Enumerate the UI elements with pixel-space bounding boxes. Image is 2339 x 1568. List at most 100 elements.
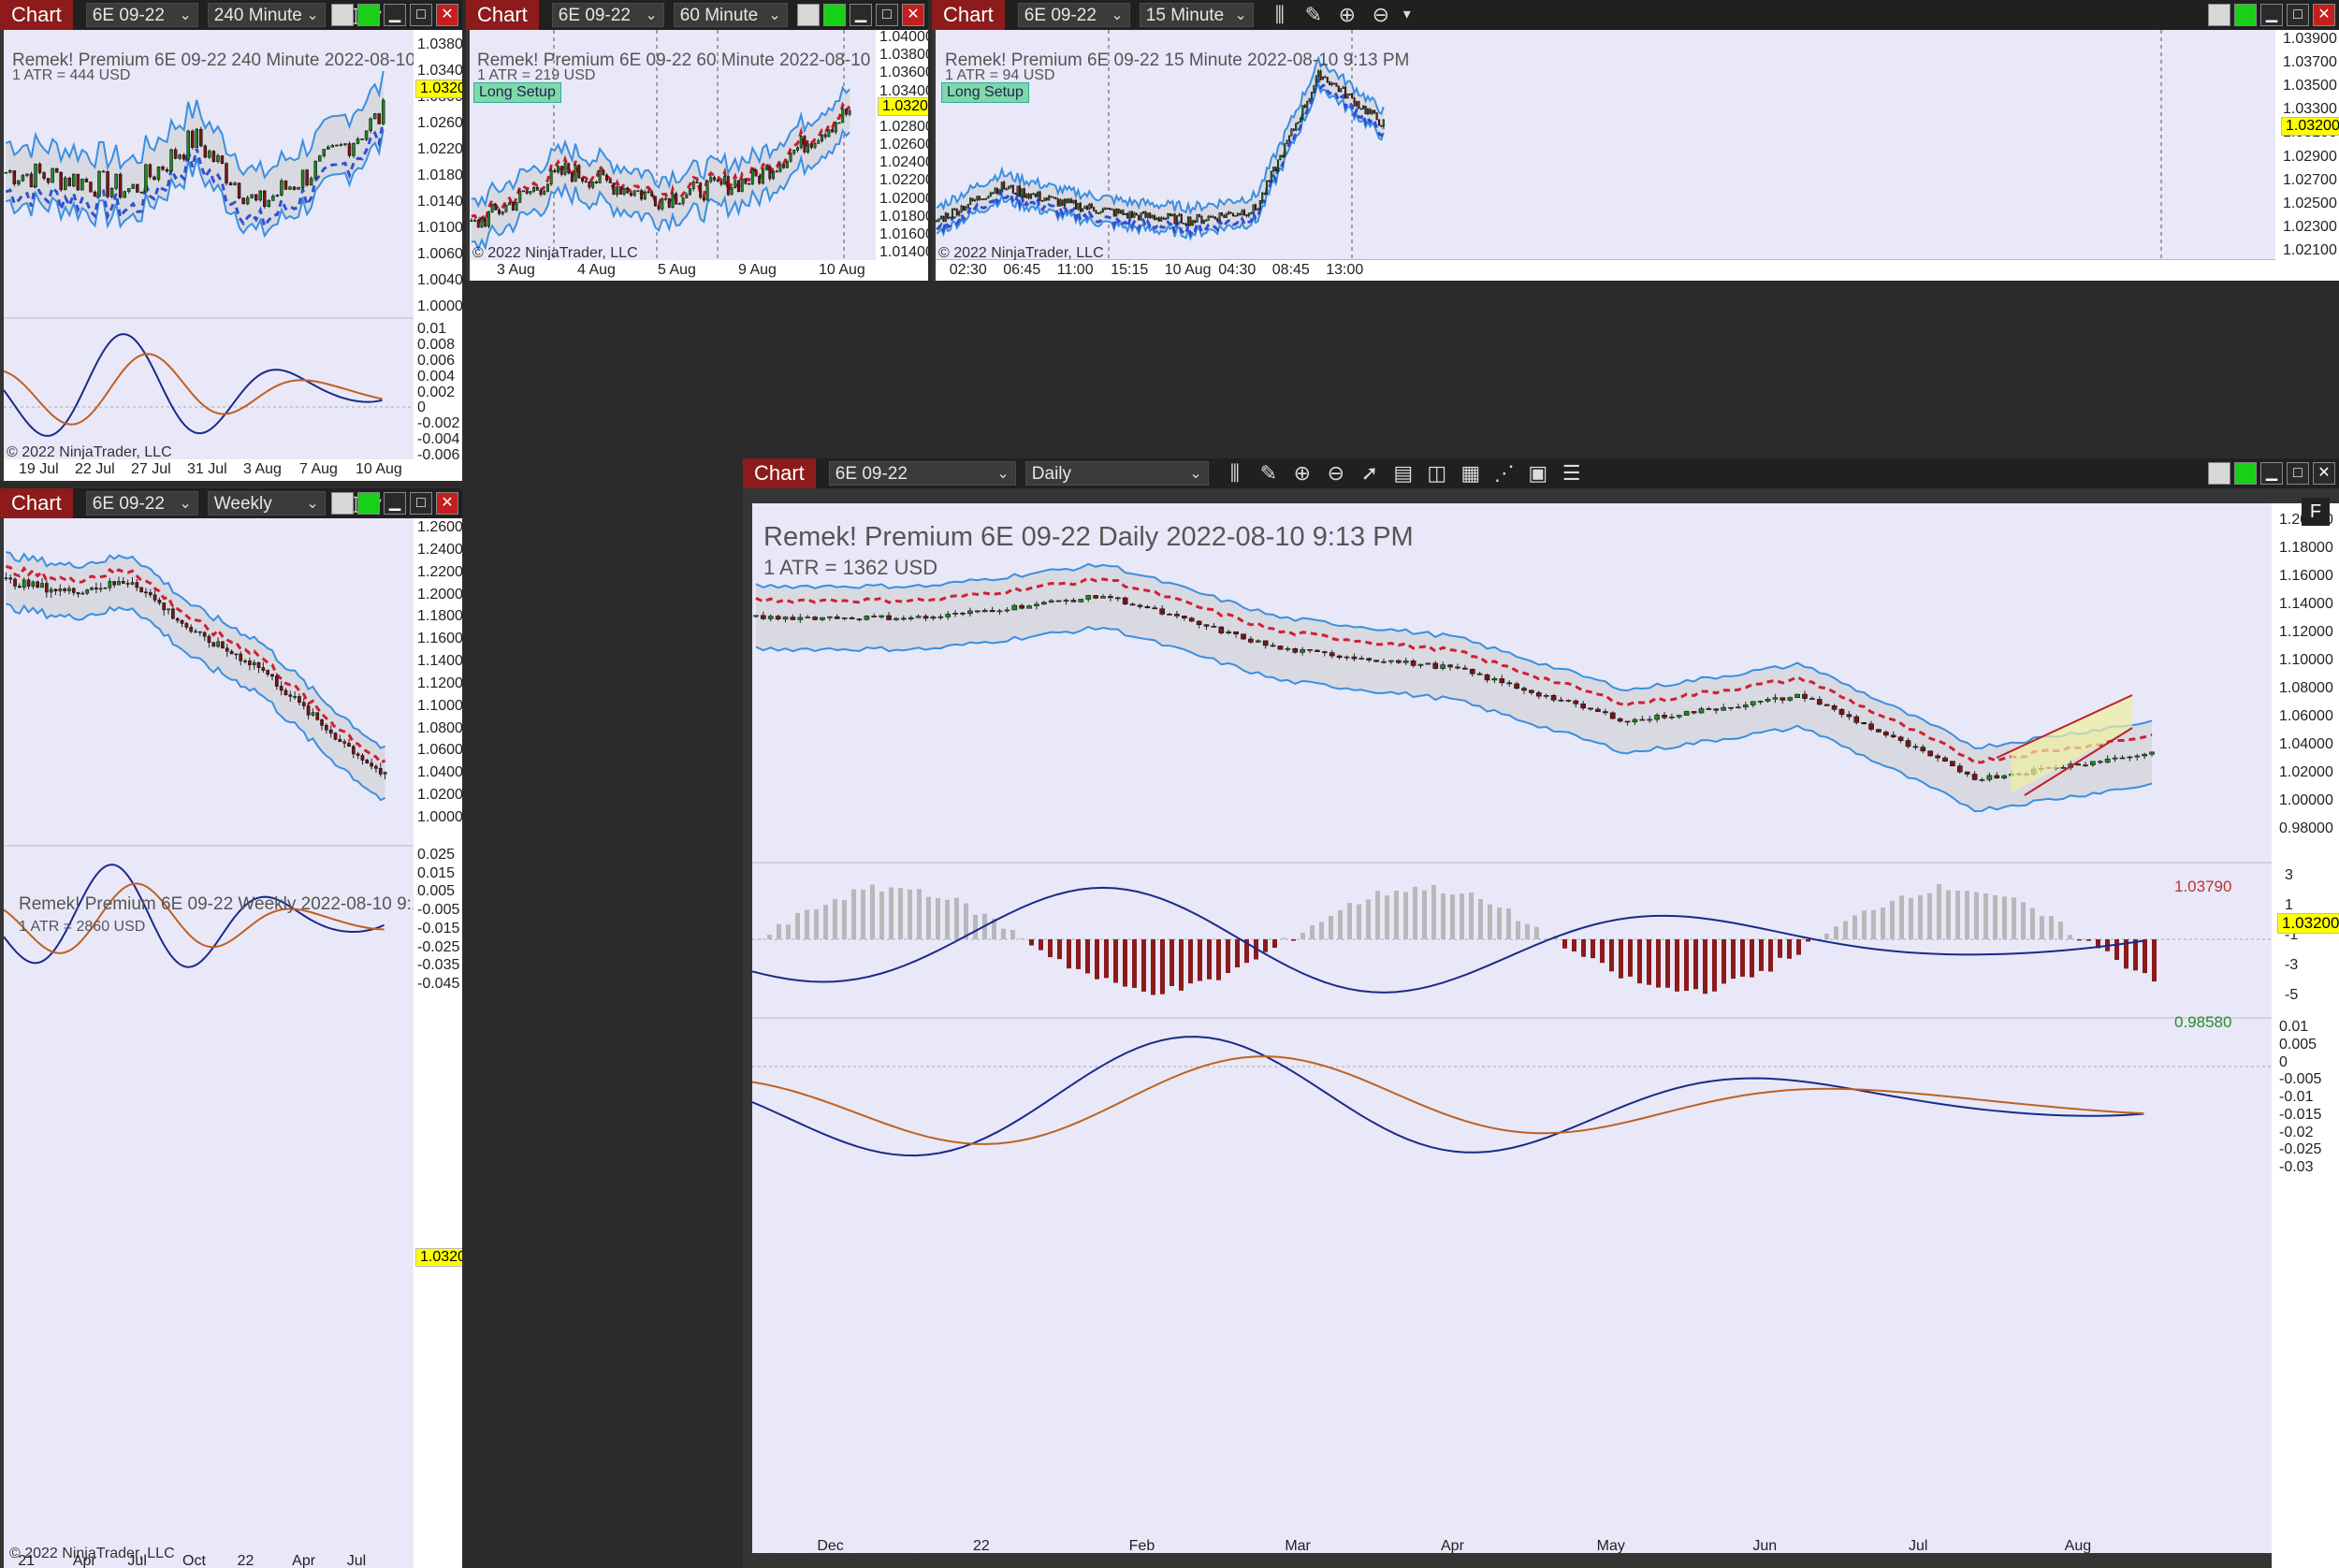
price-plot[interactable]: Remek! Premium 6E 09-22 60 Minute 2022-0…	[470, 30, 928, 261]
y-axis[interactable]: 1.038001.034001.030001.026001.022001.018…	[414, 30, 462, 463]
maximize-button[interactable]: □	[2287, 462, 2309, 485]
y-tick: 1.02700	[2283, 171, 2337, 188]
templates-icon[interactable]: ◫	[1427, 461, 1447, 485]
candle-body	[2127, 756, 2133, 759]
candle-body	[1321, 76, 1325, 80]
chart-tab-label[interactable]: Chart	[0, 488, 73, 518]
candle-body	[161, 166, 165, 170]
close-icon[interactable]: ✕	[436, 492, 458, 515]
minimize-button[interactable]: ▁	[850, 4, 872, 26]
histogram-bar	[1272, 939, 1277, 949]
candle-body	[1326, 77, 1329, 83]
pointer-icon[interactable]: ➚	[1360, 461, 1379, 485]
close-button[interactable]: ✕	[2313, 462, 2335, 485]
tile-button[interactable]	[331, 4, 354, 26]
bar-type-icon[interactable]: ⫼	[1274, 3, 1285, 26]
y-axis[interactable]: 1.200001.180001.160001.140001.120001.100…	[2272, 498, 2339, 1568]
properties-icon[interactable]: ▤	[1393, 461, 1414, 485]
candle-body	[67, 177, 72, 187]
candle-body	[339, 144, 343, 147]
f-button[interactable]: F	[2302, 498, 2330, 526]
tile-button[interactable]	[2208, 4, 2230, 26]
interval-selector[interactable]: Daily ⌄	[1024, 461, 1209, 486]
interval-selector[interactable]: Weekly ⌄	[207, 491, 326, 515]
data-box-icon[interactable]: ▣	[1528, 461, 1548, 485]
candle-body	[1003, 181, 1006, 190]
candle-body	[40, 583, 44, 588]
price-plot[interactable]: Remek! Premium 6E 09-22 Daily 2022-08-10…	[752, 503, 2272, 1568]
maximize-button[interactable]: □	[410, 492, 432, 515]
candle-body	[80, 179, 84, 191]
indicators-icon[interactable]: ▦	[1460, 461, 1481, 485]
tile-button[interactable]	[331, 492, 354, 515]
close-icon[interactable]: ✕	[2313, 4, 2335, 26]
maximize-button[interactable]: □	[876, 4, 898, 26]
chart-tab-label[interactable]: Chart	[743, 458, 816, 488]
maximize-button[interactable]: □	[410, 4, 432, 26]
interval-selector[interactable]: 240 Minute ⌄	[207, 3, 326, 27]
price-chart-svg	[936, 30, 2275, 260]
y-tick: 1.01000	[417, 220, 462, 236]
x-axis[interactable]: 19 Jul 22 Jul 27 Jul 31 Jul 3 Aug 7 Aug 10 Aug	[4, 459, 462, 481]
interval-value: Daily	[1031, 464, 1072, 484]
candle-body	[1853, 716, 1860, 723]
candle-body	[1402, 661, 1409, 663]
x-tick: Jul	[127, 1553, 147, 1568]
pencil-icon[interactable]: ✎	[1259, 461, 1278, 485]
histogram-bar	[1955, 891, 1960, 939]
minimize-button[interactable]: ▁	[2260, 462, 2283, 485]
close-icon[interactable]: ✕	[902, 4, 924, 26]
candle-body	[1048, 600, 1054, 603]
close-icon[interactable]: ✕	[436, 4, 458, 26]
candle-body	[790, 617, 796, 620]
link-button[interactable]	[823, 4, 846, 26]
interval-selector[interactable]: 15 Minute ⌄	[1139, 3, 1254, 27]
zoom-out-icon[interactable]: ⊖	[1327, 461, 1345, 485]
instrument-selector[interactable]: 6E 09-22 ⌄	[85, 3, 198, 27]
candle-body	[834, 616, 840, 619]
chart-tab-label[interactable]: Chart	[932, 0, 1005, 30]
zoom-out-icon[interactable]: ⊖	[1372, 3, 1390, 26]
y-axis[interactable]: 1.040001.038001.036001.034001.030001.028…	[876, 29, 928, 260]
instrument-selector[interactable]: 6E 09-22 ⌄	[551, 3, 664, 27]
candle-body	[1245, 214, 1248, 217]
histogram-bar	[1712, 939, 1717, 992]
tile-button[interactable]	[2208, 462, 2230, 485]
pencil-icon[interactable]: ✎	[1304, 3, 1323, 26]
minimize-button[interactable]: ▁	[384, 492, 406, 515]
link-button[interactable]	[357, 492, 380, 515]
link-button[interactable]	[2234, 462, 2257, 485]
candle-body	[1297, 122, 1300, 124]
x-axis[interactable]: 02:30 06:45 11:00 15:15 10 Aug 04:30 08:45 13:0…	[936, 260, 2339, 281]
chart-tab-label[interactable]: Chart	[0, 0, 73, 30]
strategies-icon[interactable]: ⋰	[1493, 461, 1515, 485]
candle-body	[1048, 196, 1051, 200]
x-axis[interactable]: 3 Aug 4 Aug 5 Aug 9 Aug 10 Aug	[470, 260, 928, 281]
price-plot[interactable]: Remek! Premium 6E 09-22 15 Minute 2022-0…	[936, 30, 2275, 261]
instrument-selector[interactable]: 6E 09-22 ⌄	[85, 491, 198, 515]
candle-body	[195, 128, 199, 149]
minimize-button[interactable]: ▁	[384, 4, 406, 26]
zoom-in-icon[interactable]: ⊕	[1293, 461, 1312, 485]
tile-button[interactable]	[797, 4, 820, 26]
price-plot[interactable]: Remek! Premium 6E 09-22 240 Minute 2022-…	[4, 30, 462, 460]
interval-selector[interactable]: 60 Minute ⌄	[673, 3, 788, 27]
maximize-button[interactable]: □	[2287, 4, 2309, 26]
zoom-in-icon[interactable]: ⊕	[1338, 3, 1357, 26]
y-axis[interactable]: 1.26000 1.24000 1.22000 1.20000 1.18000 1.160…	[414, 518, 462, 1568]
link-button[interactable]	[357, 4, 380, 26]
chart-tab-label[interactable]: Chart	[466, 0, 539, 30]
list-icon[interactable]: ☰	[1562, 461, 1581, 485]
instrument-selector[interactable]: 6E 09-22 ⌄	[828, 461, 1016, 486]
chevron-down-icon[interactable]: ▾	[1402, 7, 1411, 22]
y-tick: 1.01800	[879, 208, 928, 225]
bar-type-icon[interactable]: ⫼	[1229, 461, 1240, 485]
candle-body	[960, 205, 963, 212]
minimize-button[interactable]: ▁	[2260, 4, 2283, 26]
price-plot[interactable]: Remek! Premium 6E 09-22 Weekly 2022-08-1…	[4, 518, 462, 1568]
candle-body	[1162, 217, 1165, 220]
link-button[interactable]	[2234, 4, 2257, 26]
instrument-selector[interactable]: 6E 09-22 ⌄	[1017, 3, 1130, 27]
y-axis[interactable]: 1.039001.037001.035001.033001.031001.029…	[2275, 30, 2339, 260]
chart-title: Remek! Premium 6E 09-22 Daily 2022-08-10…	[763, 522, 1414, 552]
